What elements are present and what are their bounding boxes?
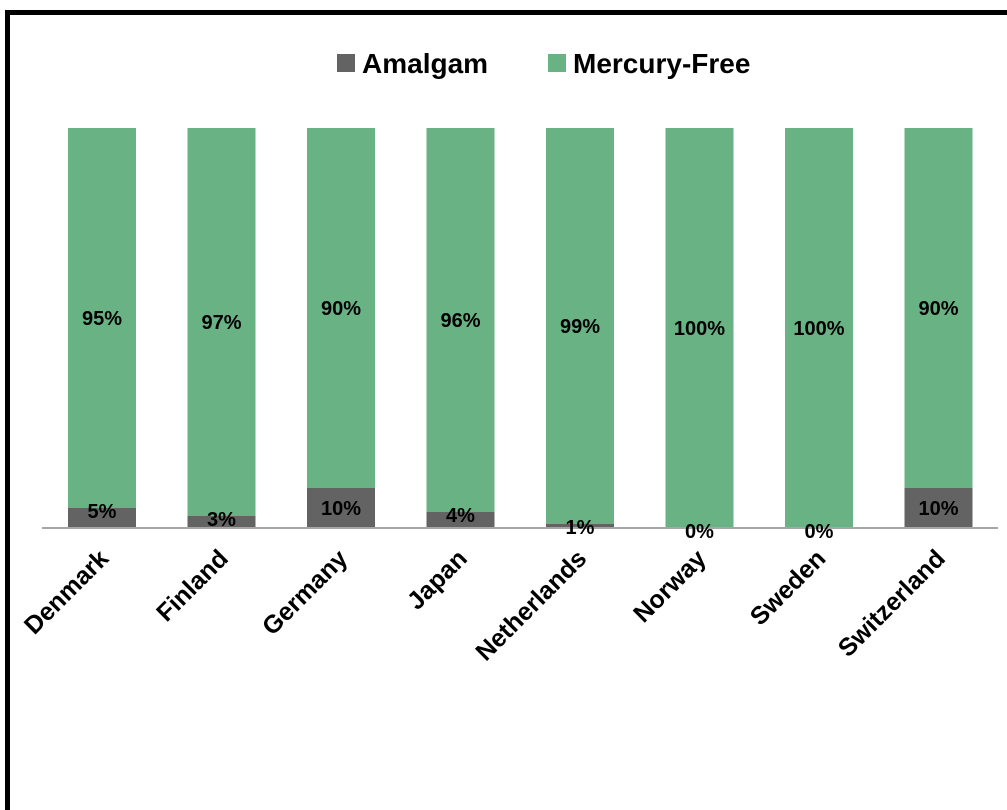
data-label-mercury-free-japan: 96% [440,310,480,332]
legend-swatch-mercury-free [548,54,566,72]
category-label-switzerland: Switzerland [833,544,951,662]
bars-group [68,128,973,528]
bar-amalgam-finland [187,516,256,528]
category-label-netherlands: Netherlands [470,544,592,666]
data-label-amalgam-germany: 10% [321,498,361,520]
data-label-amalgam-sweden: 0% [805,521,834,543]
bar-mercury-free-japan [426,128,495,512]
data-label-mercury-free-germany: 90% [321,298,361,320]
category-label-finland: Finland [151,544,234,627]
bar-mercury-free-denmark [68,128,136,508]
data-label-mercury-free-norway: 100% [674,318,725,340]
legend-label-amalgam: Amalgam [362,48,488,79]
category-label-denmark: Denmark [19,544,115,640]
bar-mercury-free-finland [187,128,256,516]
data-label-amalgam-japan: 4% [446,505,475,527]
bar-amalgam-netherlands [546,524,614,528]
bar-amalgam-denmark [68,508,136,528]
category-label-sweden: Sweden [745,544,832,631]
data-label-amalgam-denmark: 5% [88,501,117,523]
data-label-mercury-free-netherlands: 99% [560,316,600,338]
bar-mercury-free-sweden [785,128,853,528]
data-label-amalgam-finland: 3% [207,509,236,531]
data-label-amalgam-switzerland: 10% [918,498,958,520]
category-label-germany: Germany [257,544,354,641]
legend-swatch-amalgam [337,54,355,72]
category-label-japan: Japan [402,544,473,615]
bar-amalgam-switzerland [904,488,973,528]
legend-label-mercury-free: Mercury-Free [573,48,750,79]
data-label-mercury-free-finland: 97% [201,312,241,334]
data-label-mercury-free-switzerland: 90% [918,298,958,320]
bar-amalgam-germany [307,488,375,528]
data-label-mercury-free-sweden: 100% [793,318,844,340]
category-label-norway: Norway [628,544,712,628]
bar-mercury-free-norway [665,128,734,528]
bar-mercury-free-switzerland [904,128,973,488]
data-label-amalgam-norway: 0% [685,521,714,543]
legend: Amalgam Mercury-Free [337,48,750,79]
bar-mercury-free-netherlands [546,128,614,524]
data-label-mercury-free-denmark: 95% [82,308,122,330]
bar-mercury-free-germany [307,128,375,488]
bar-amalgam-japan [426,512,495,528]
data-labels-group: 95% 5% 97% 3% 90% 10% 96% 4% 99% 1% 100% 0% 100% 0% 90… [82,298,959,543]
data-label-amalgam-netherlands: 1% [566,517,595,539]
